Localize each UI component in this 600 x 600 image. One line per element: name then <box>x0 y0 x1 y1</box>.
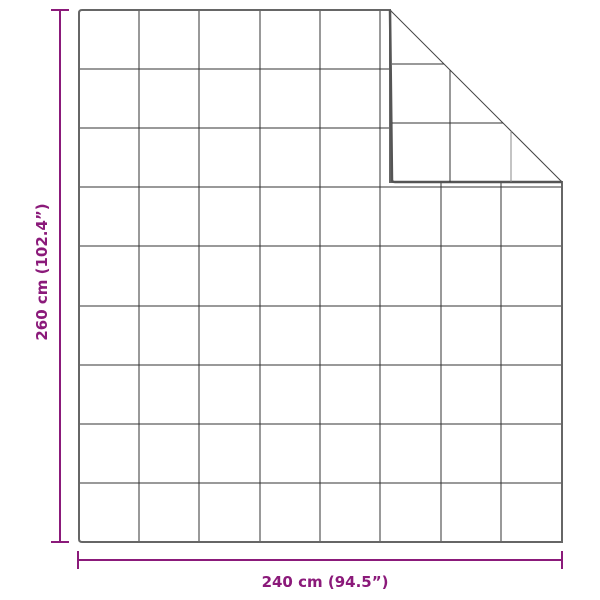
height-dimension-line <box>51 9 69 543</box>
width-dimension-line <box>77 551 563 569</box>
height-label: 260 cm (102.4”) <box>33 203 51 340</box>
width-label: 240 cm (94.5”) <box>262 573 389 591</box>
blanket-outline <box>78 9 563 543</box>
folded-corner <box>388 9 563 184</box>
quilt-grid <box>79 10 562 542</box>
